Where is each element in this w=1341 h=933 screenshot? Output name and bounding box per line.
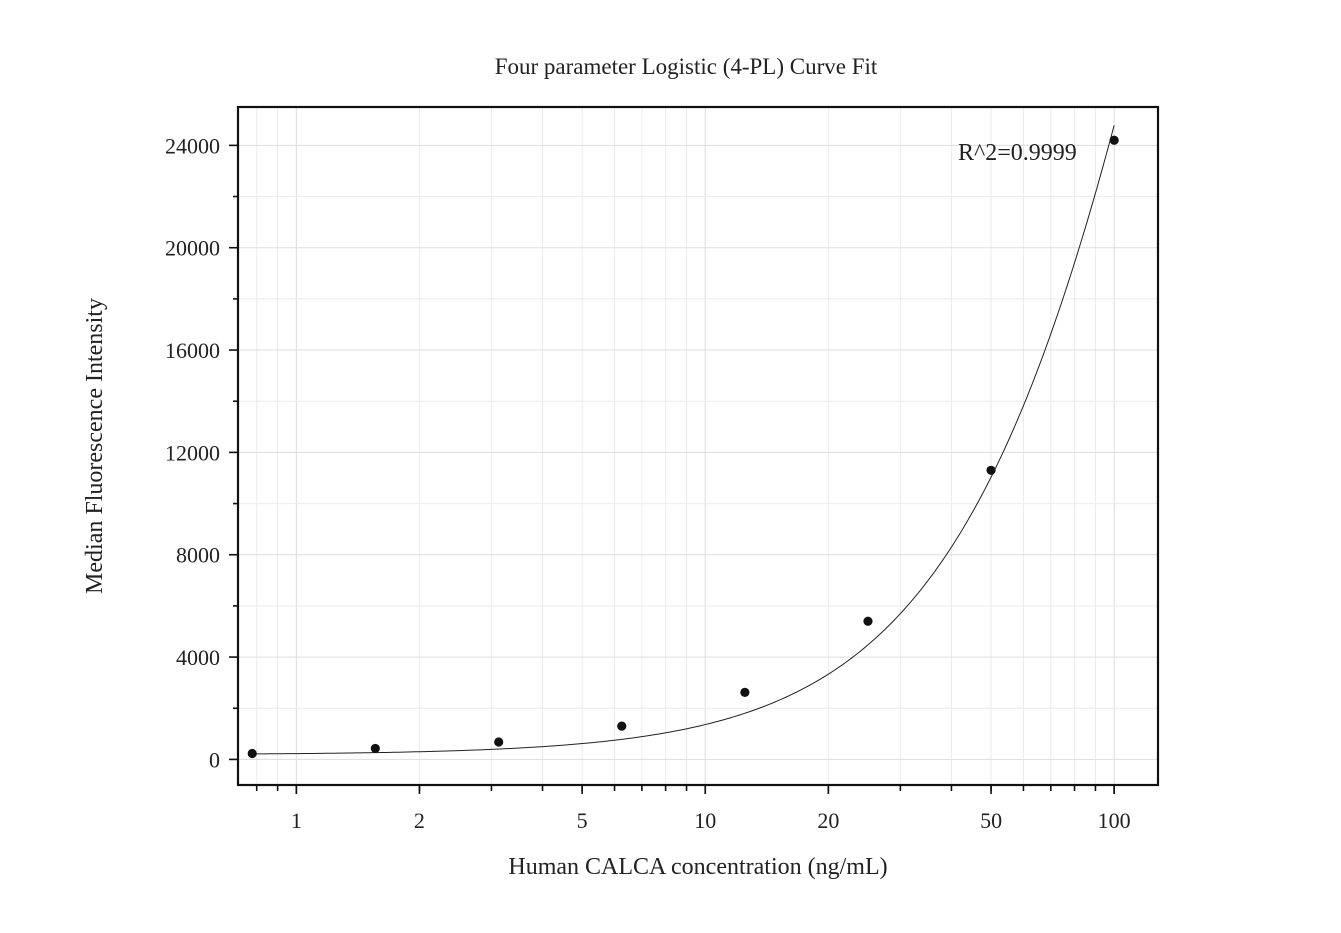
data-point [370,743,380,754]
data-point [740,687,750,697]
plot-frame [236,105,1160,787]
x-tick-label: 1 [291,808,302,833]
data-point [247,748,257,759]
x-axis-label: Human CALCA concentration (ng/mL) [508,854,887,880]
x-tick-label: 5 [577,808,588,833]
x-tick-label: 50 [980,808,1002,833]
y-tick-label: 24000 [165,133,220,158]
fit-curve [252,125,1115,755]
tick-labels: 1 2 5 10 20 50 100 0 4000 8000 12000 16000 20000 2400… [165,133,1131,833]
fit-curve-layer [252,125,1115,755]
y-axis-label: Median Fluorescence Intensity [82,298,108,594]
data-point [986,465,996,475]
chart-title: Four parameter Logistic (4-PL) Curve Fit [495,54,878,79]
x-tick-label: 20 [817,808,839,833]
data-point [863,616,873,626]
plot-background [238,107,1158,785]
data-point [494,737,504,747]
y-tick-label: 16000 [165,338,220,363]
data-point [617,721,627,731]
y-tick-label: 12000 [165,440,220,465]
y-tick-label: 20000 [165,236,220,261]
data-point [1109,135,1119,145]
x-tick-label: 2 [414,808,425,833]
y-tick-label: 0 [209,747,220,772]
data-points [247,135,1119,759]
y-tick-label: 4000 [176,645,220,670]
grid [238,107,1158,785]
x-tick-label: 100 [1098,808,1131,833]
r-squared-annotation: R^2=0.9999 [958,140,1077,166]
axis-ticks [229,144,1115,794]
y-tick-label: 8000 [176,543,220,568]
x-tick-label: 10 [694,808,716,833]
